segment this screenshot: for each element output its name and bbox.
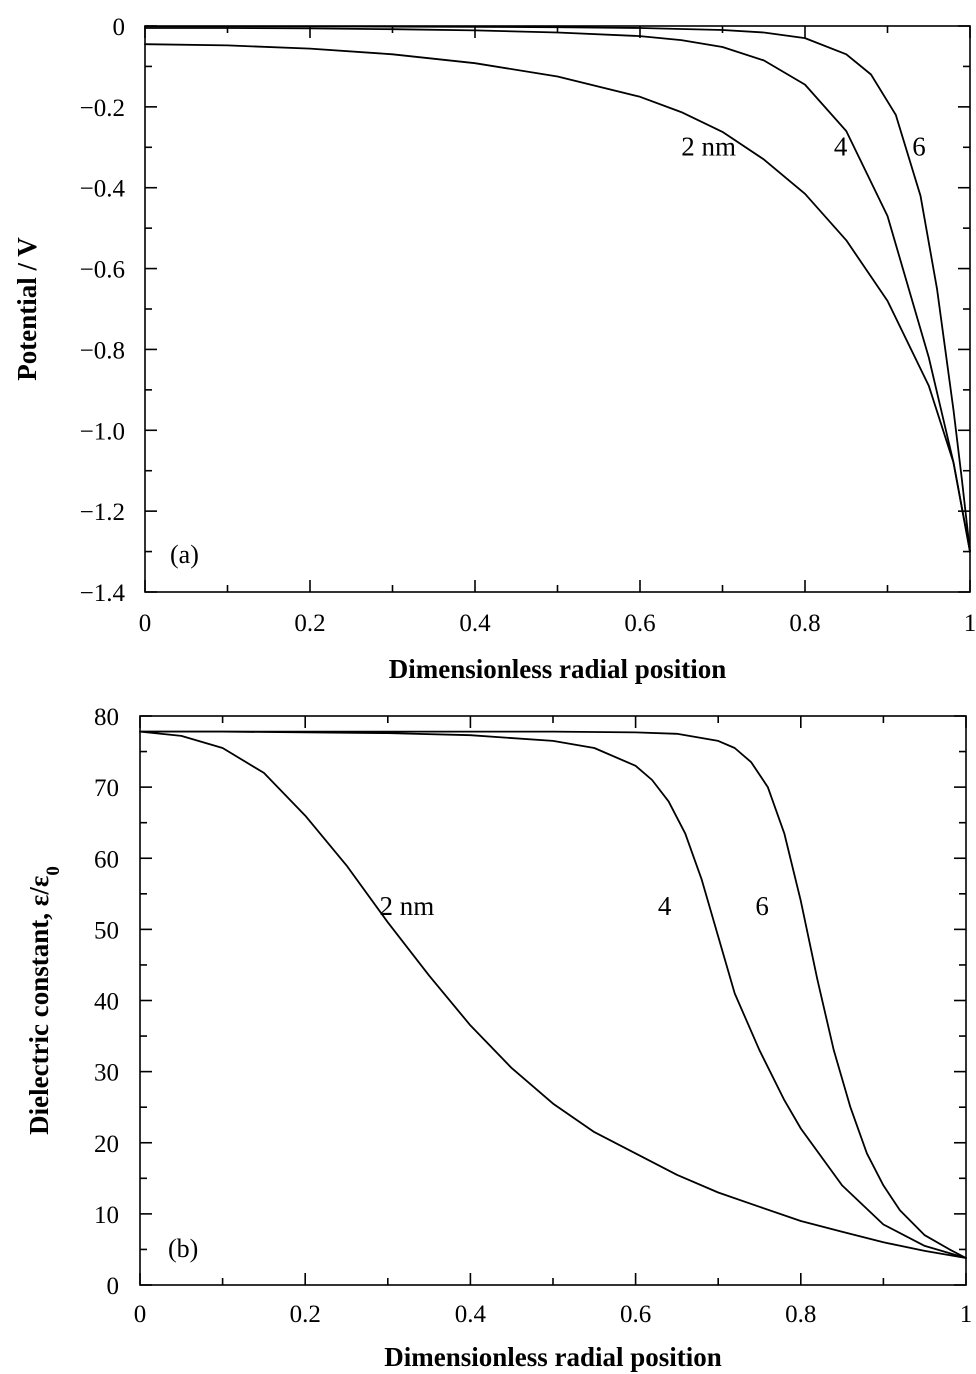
x-tick-label: 0.6 <box>624 610 655 637</box>
y-tick-label: −0.2 <box>80 95 125 122</box>
y-tick-label: −1.2 <box>80 499 125 526</box>
y-tick-label: 60 <box>94 846 119 873</box>
curve-annotation: 4 <box>834 131 848 161</box>
curve-annotation: 4 <box>658 891 672 921</box>
x-tick-label: 0 <box>134 1301 147 1328</box>
series-line-3 <box>140 732 966 1258</box>
y-axis-label-subscript: 0 <box>43 866 64 876</box>
curve-annotation: 6 <box>755 891 769 921</box>
y-tick-label: −0.6 <box>80 257 125 284</box>
x-tick-label: 1 <box>964 610 976 637</box>
curve-annotation: 2 nm <box>681 131 736 161</box>
x-tick-label: 0.8 <box>785 1301 816 1328</box>
y-tick-label: 30 <box>94 1060 119 1087</box>
x-tick-label: 0.2 <box>294 610 325 637</box>
x-axis-label: Dimensionless radial position <box>389 654 727 684</box>
y-tick-label: 20 <box>94 1131 119 1158</box>
plot-frame <box>140 716 966 1285</box>
x-axis-label: Dimensionless radial position <box>384 1342 722 1372</box>
panel-b: 0 0.2 0.4 0.6 0.8 101020304050607080Dimension… <box>24 704 972 1372</box>
y-tick-label: 40 <box>94 989 119 1016</box>
y-tick-label: 10 <box>94 1202 119 1229</box>
series-line-1 <box>145 44 970 551</box>
y-tick-label: 80 <box>94 704 119 731</box>
y-tick-label: 50 <box>94 917 119 944</box>
y-tick-label: −0.4 <box>80 176 126 203</box>
x-tick-label: 0 <box>139 610 152 637</box>
curve-annotation: 6 <box>912 131 926 161</box>
x-tick-label: 1 <box>960 1301 973 1328</box>
panel-a: 0 0.2 0.4 0.6 0.8 1 0 −0.2 −0.4 −0.6 −0.8 −1.0 −1.2 −… <box>12 14 976 684</box>
series-line-2 <box>140 732 966 1258</box>
plot-frame <box>145 26 970 592</box>
curve-annotation: 2 nm <box>380 891 435 921</box>
series-line-3 <box>145 26 970 551</box>
y-tick-label: 70 <box>94 775 119 802</box>
y-tick-label: −0.8 <box>80 337 125 364</box>
x-tick-label: 0.8 <box>789 610 820 637</box>
y-tick-label: 0 <box>107 1273 120 1300</box>
series-line-1 <box>140 732 966 1258</box>
y-tick-label: −1.0 <box>80 418 125 445</box>
y-axis-label: Dielectric constant, ε/ε0 <box>24 866 64 1135</box>
x-tick-label: 0.4 <box>459 610 491 637</box>
y-axis-label: Potential / V <box>12 237 42 381</box>
x-tick-label: 0.6 <box>620 1301 651 1328</box>
panel-label: (a) <box>170 540 199 569</box>
y-tick-label: 0 <box>113 14 126 41</box>
series-line-2 <box>145 28 970 552</box>
x-tick-label: 0.4 <box>455 1301 487 1328</box>
panel-label: (b) <box>168 1234 198 1263</box>
x-tick-label: 0.2 <box>290 1301 321 1328</box>
y-tick-label: −1.4 <box>80 580 126 607</box>
